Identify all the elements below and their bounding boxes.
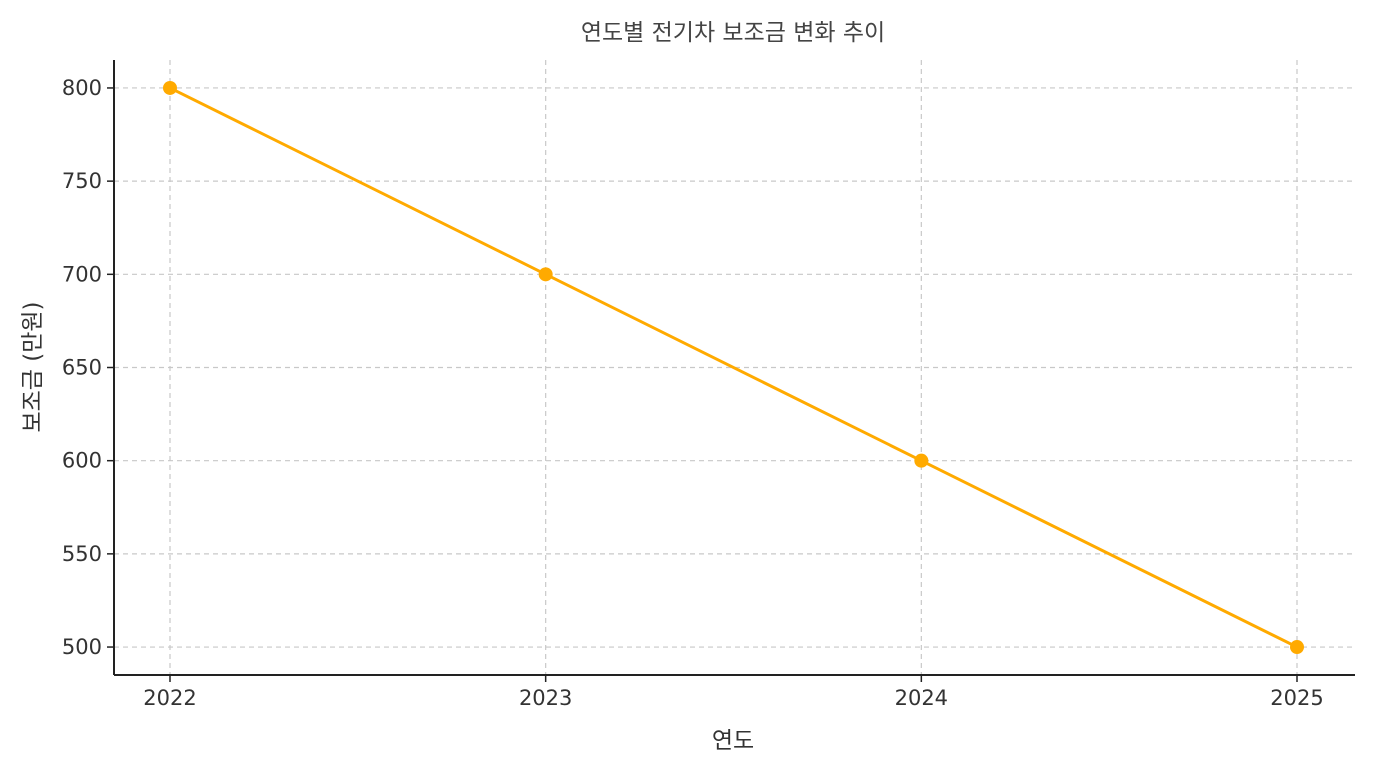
y-tick-label: 500 <box>62 635 102 659</box>
data-point <box>1290 640 1304 655</box>
y-tick-label: 600 <box>62 449 102 473</box>
x-axis-title: 연도 <box>712 728 754 754</box>
data-point <box>163 80 177 95</box>
y-tick-label: 650 <box>62 356 102 380</box>
grid <box>114 60 1355 675</box>
y-axis-title: 보조금 (만원) <box>20 301 46 432</box>
data-point <box>538 267 553 282</box>
x-tick-label: 2024 <box>895 686 948 710</box>
y-tick-label: 550 <box>62 542 102 566</box>
y-tick-label: 750 <box>62 169 102 193</box>
y-tick-label: 700 <box>62 262 102 286</box>
data-point <box>914 453 929 468</box>
x-tick-label: 2022 <box>143 686 196 710</box>
x-tick-label: 2023 <box>519 686 572 710</box>
x-tick-label: 2025 <box>1270 686 1323 710</box>
series <box>163 80 1304 655</box>
ticks: 500 550 600 650 700 750 800 2022 2023 2024 2025 <box>62 76 1324 710</box>
y-tick-label: 800 <box>62 76 102 100</box>
chart-title: 연도별 전기차 보조금 변화 추이 <box>581 20 885 46</box>
series-line <box>169 86 1298 649</box>
